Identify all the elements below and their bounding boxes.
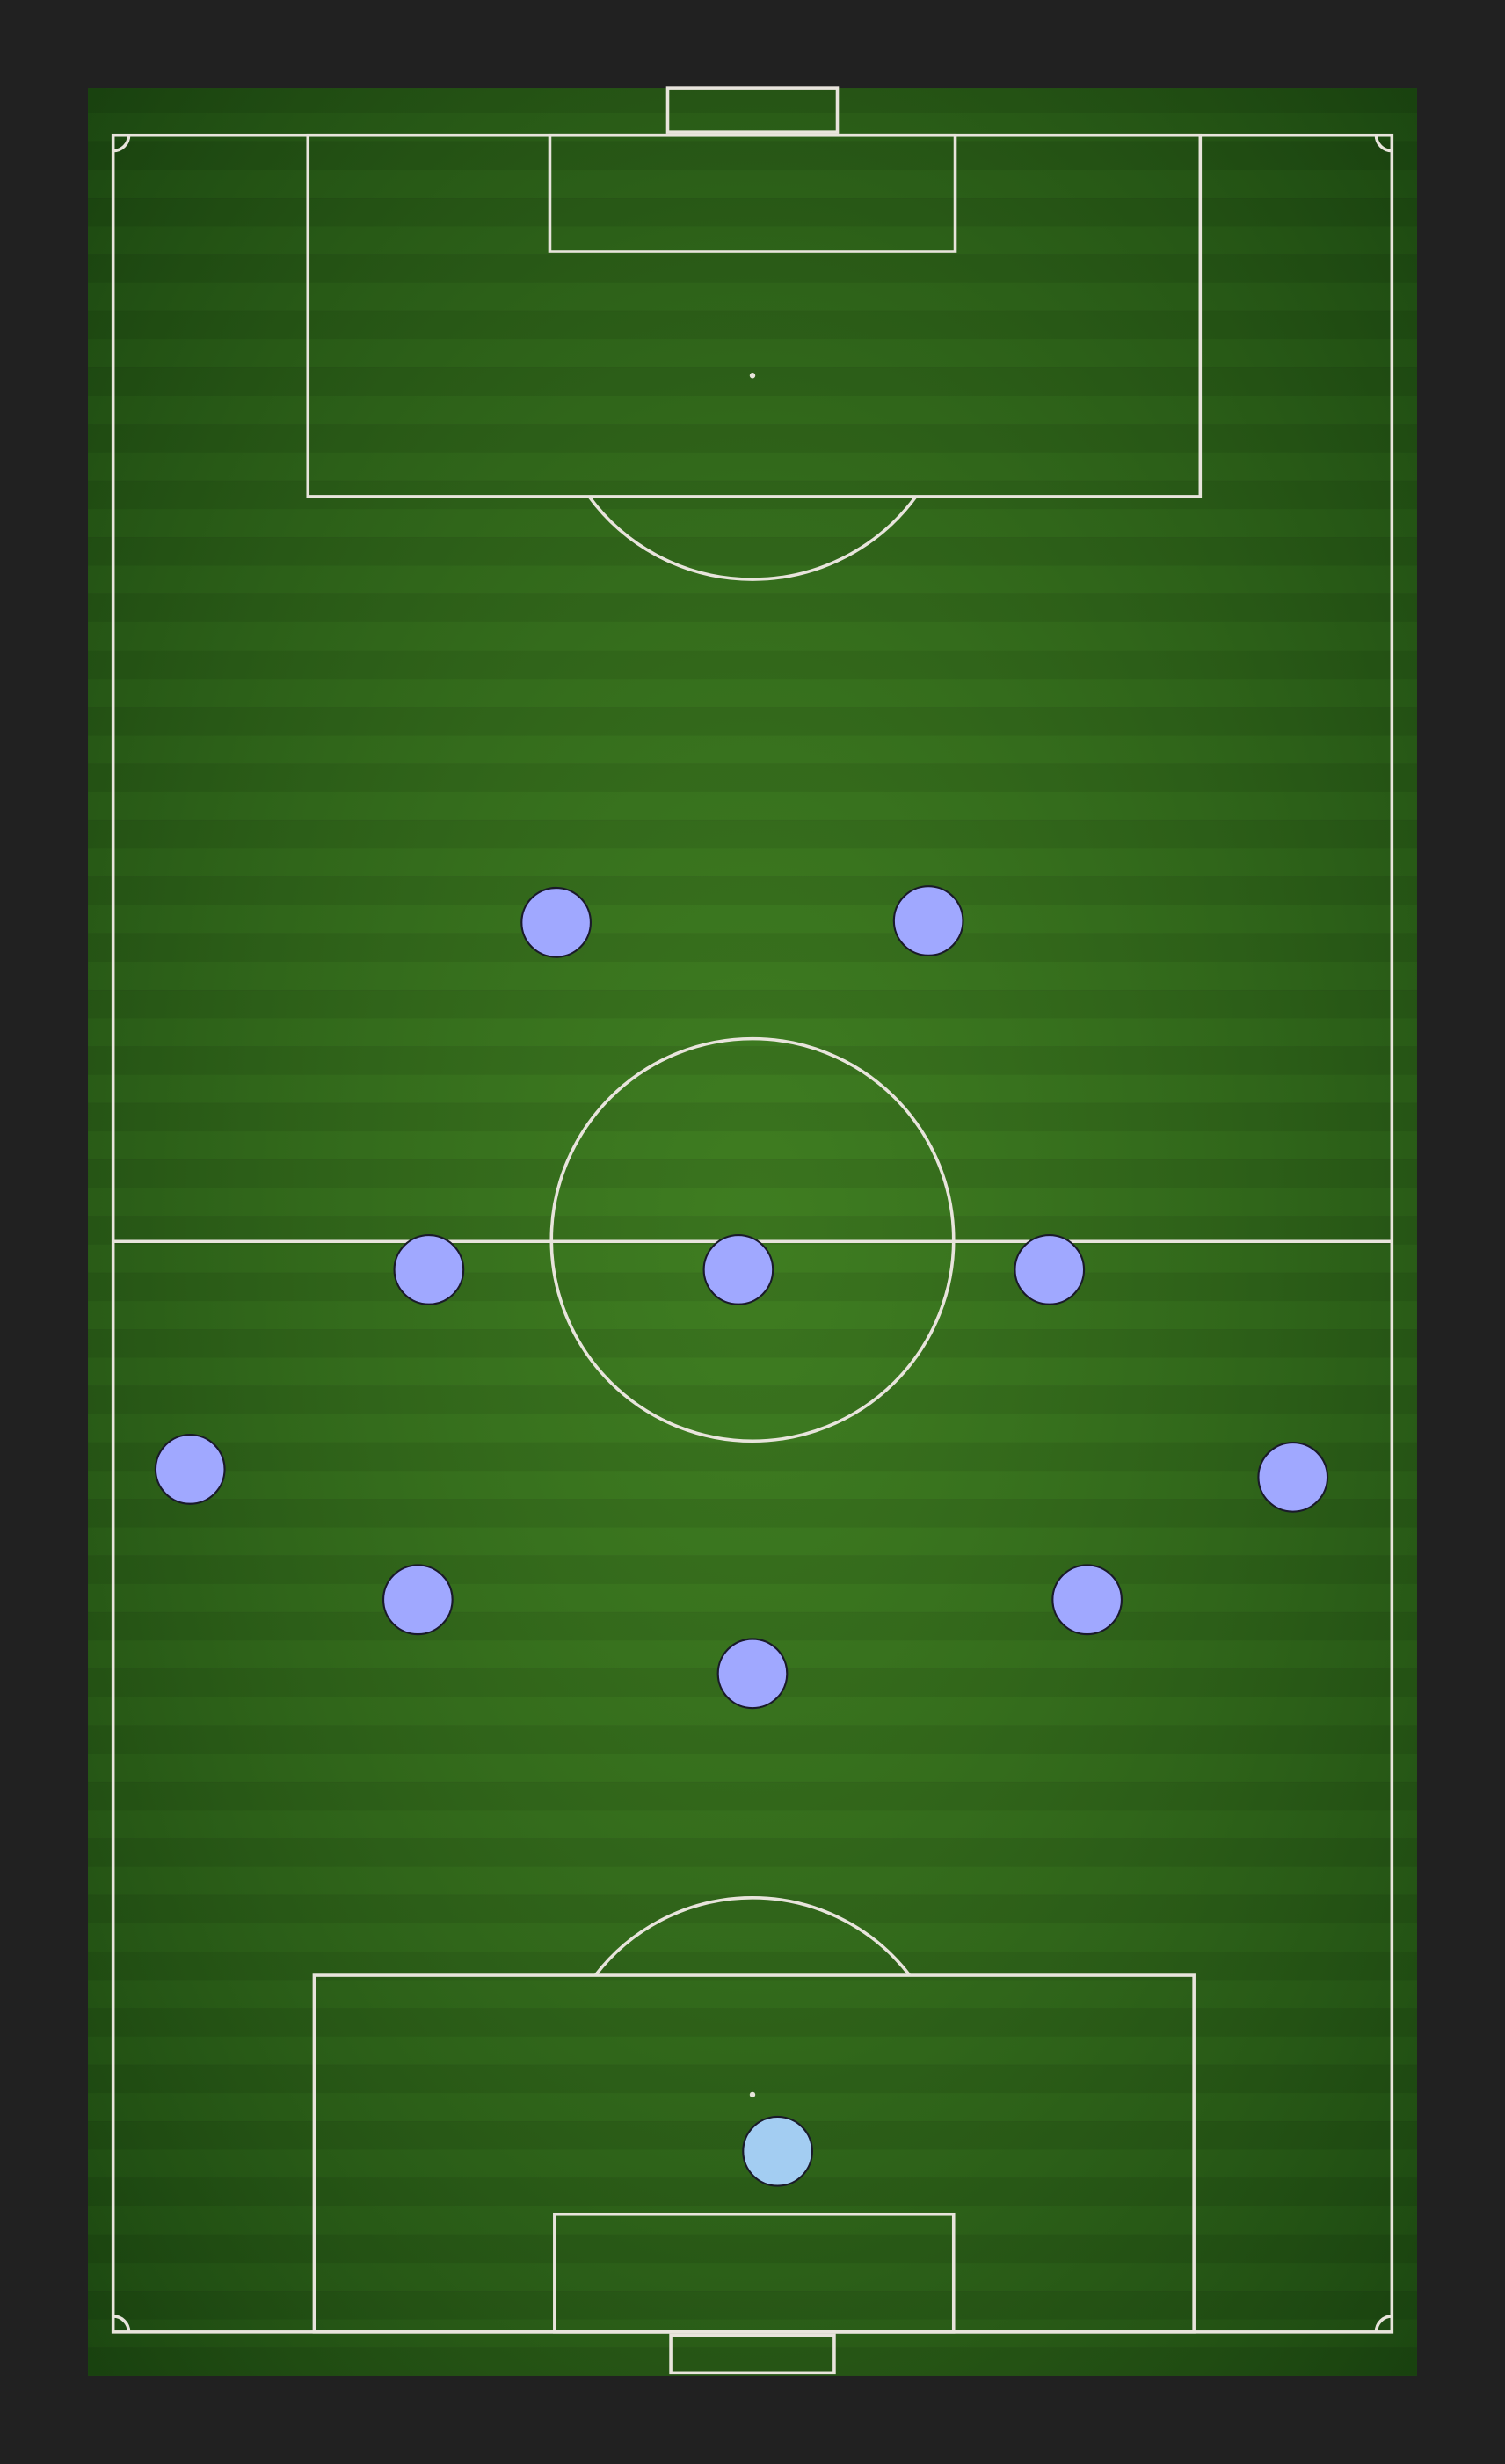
goalkeeper[interactable] [742, 2115, 813, 2187]
penalty-arc-top [587, 495, 918, 581]
goal-top [665, 86, 840, 134]
player[interactable] [393, 1234, 465, 1305]
player[interactable] [520, 886, 593, 958]
player[interactable] [154, 1434, 226, 1505]
player[interactable] [702, 1234, 774, 1305]
player[interactable] [1051, 1564, 1123, 1636]
player[interactable] [1257, 1441, 1329, 1513]
corner-arcs [113, 134, 1392, 2332]
players [154, 885, 1329, 2187]
player[interactable] [716, 1638, 789, 1710]
player[interactable] [892, 885, 964, 956]
penalty-spot-bottom [749, 2091, 756, 2098]
pitch [88, 86, 1417, 2376]
player[interactable] [1014, 1234, 1086, 1305]
penalty-spot-top [749, 373, 756, 379]
player[interactable] [382, 1564, 454, 1636]
goal-area-top [548, 133, 957, 253]
grass-shade [88, 88, 1417, 2376]
goal-area-bottom [553, 2212, 956, 2334]
goal-bottom [669, 2333, 836, 2375]
penalty-arc-bottom [593, 1896, 912, 1977]
center-circle [549, 1036, 956, 1443]
